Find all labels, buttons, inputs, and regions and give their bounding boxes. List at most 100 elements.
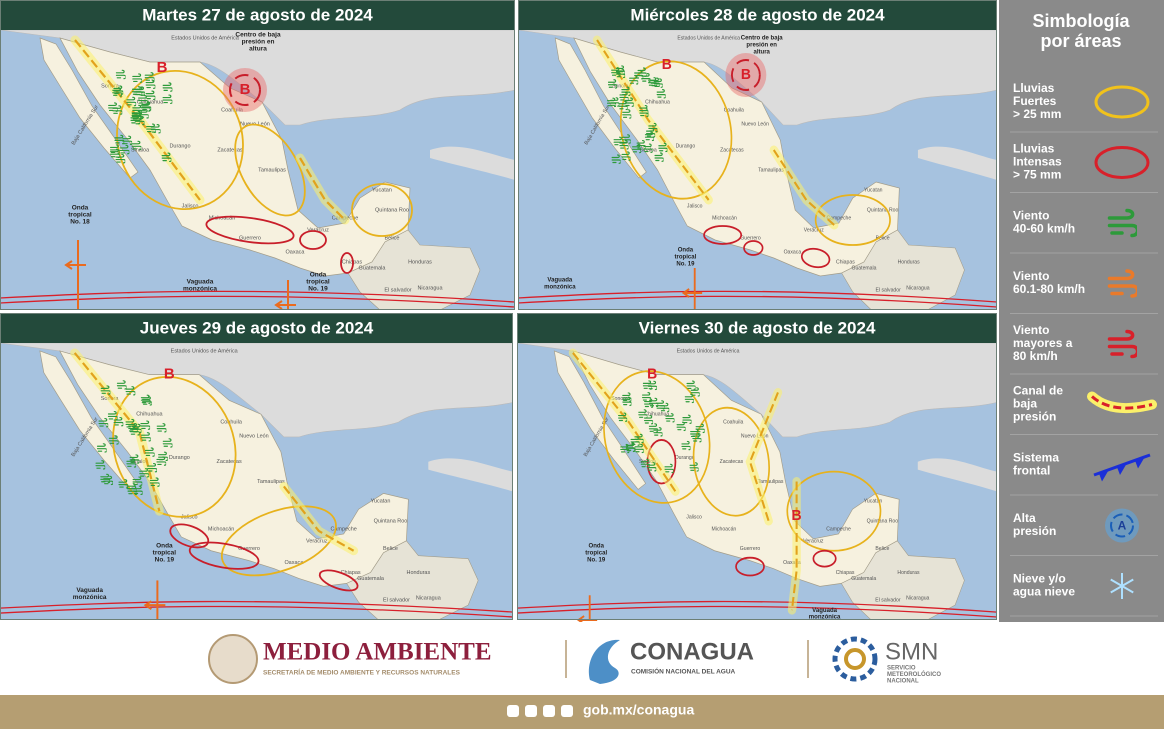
map-label: Chihuahua — [136, 412, 163, 418]
map-label: Guerrero — [740, 235, 760, 241]
map-label: Nicaragua — [417, 285, 443, 291]
map-annotation: Onda — [588, 542, 604, 549]
heavy-rain-area — [116, 69, 244, 211]
map-annotation: altura — [753, 49, 770, 56]
panel-header — [518, 0, 997, 30]
map-label: Michoacán — [712, 526, 737, 532]
legend-label: Alta — [1013, 511, 1036, 525]
map-label: Belice — [385, 235, 400, 241]
social-icon — [525, 705, 537, 717]
conagua-name: CONAGUA — [630, 638, 754, 665]
map-label: Zacatecas — [720, 459, 744, 465]
wave-arrow — [274, 300, 296, 310]
social-icon — [561, 705, 573, 717]
legend-high-symbol: A — [1118, 519, 1127, 533]
map-label: Honduras — [407, 570, 431, 576]
map-label: Jalisco — [182, 203, 199, 209]
map-label: Chiapas — [341, 570, 361, 576]
legend-label: 40-60 km/h — [1013, 222, 1075, 236]
intense-rain-area — [743, 240, 764, 256]
panel-header — [0, 313, 513, 343]
intense-rain-area — [340, 252, 354, 274]
map: Estados Unidos de AméricaSonoraChihuahua… — [0, 343, 514, 620]
smn-subtitle: METEOROLÓGICO — [887, 670, 941, 678]
map-label: Belice — [875, 546, 889, 552]
map-annotation: No. 19 — [676, 261, 695, 268]
map-label: Yucatan — [864, 187, 882, 193]
map-label: Oaxaca — [784, 249, 802, 255]
intense-rain-area — [318, 569, 359, 592]
intense-rain-area — [735, 556, 765, 577]
map-label: El salvador — [383, 598, 410, 604]
legend-label: Lluvias — [1013, 81, 1055, 95]
map-label: Jalisco — [181, 515, 198, 521]
map-label: Chiapas — [836, 570, 855, 576]
intense-rain-area — [205, 215, 295, 245]
intense-rain-area — [800, 247, 831, 269]
map-label: Coahuila — [723, 419, 743, 425]
heavy-rain-area — [692, 406, 770, 517]
map-label: Chiapas — [836, 259, 855, 265]
forecast-panel: Viernes 30 de agosto de 2024 Estados Unid… — [516, 313, 998, 625]
map-annotation: No. 19 — [155, 556, 175, 563]
map-label: Guerrero — [238, 546, 260, 552]
low-pressure-label: B — [157, 59, 168, 76]
panel-title: Jueves 29 de agosto de 2024 — [140, 318, 374, 337]
forecast-panel: Miércoles 28 de agosto de 2024 Estados Un… — [517, 0, 998, 310]
low-pressure-label: B — [164, 367, 175, 383]
map-label: Jalisco — [687, 203, 703, 209]
semarnat-name: MEDIO AMBIENTE — [263, 639, 492, 666]
map-label: Oaxaca — [783, 560, 801, 566]
map-label: Guerrero — [239, 235, 261, 241]
map-annotation: Vaguada — [187, 279, 214, 286]
map-label: Guatemala — [852, 265, 877, 271]
map-label: Tamaulipas — [758, 167, 784, 173]
heavy-rain-area — [814, 194, 891, 246]
map-label: Quintana Roo — [375, 207, 409, 213]
map-label: Nuevo León — [741, 433, 769, 439]
panel-header — [0, 0, 515, 30]
legend-intense-rain — [1094, 146, 1150, 179]
low-pressure-trough — [73, 352, 161, 512]
wave-arrow — [681, 288, 703, 298]
panel-header — [517, 313, 997, 343]
low-pressure-trough — [572, 352, 677, 493]
front-triangle — [1135, 456, 1145, 469]
map-label: Veracruz — [803, 538, 824, 544]
legend-label: > 75 mm — [1013, 168, 1061, 182]
map-label: Nuevo León — [741, 121, 769, 127]
wave-arrow — [143, 600, 166, 610]
map-annotation: Vaguada — [547, 277, 572, 284]
low-pressure-label: B — [741, 67, 751, 84]
footer-url: gob.mx/conagua — [583, 702, 694, 718]
map-annotation: tropical — [585, 549, 607, 556]
legend-label: Intensas — [1013, 155, 1062, 169]
intense-rain-area — [188, 541, 260, 570]
low-pressure-label: B — [647, 366, 657, 382]
map-annotation: Onda — [156, 543, 173, 550]
map: Estados Unidos de AméricaSonoraChihuahua… — [0, 30, 516, 310]
map-label: Nicaragua — [416, 596, 442, 602]
map-label: Sonora — [611, 396, 628, 402]
legend-label: Nieve y/o — [1013, 572, 1066, 586]
map-label: Coahuila — [220, 420, 243, 426]
monsoon-trough — [516, 600, 998, 613]
legend-title: por áreas — [1040, 31, 1121, 51]
map-annotation: tropical — [306, 279, 330, 286]
conagua-emblem — [588, 639, 620, 684]
map-annotation: Onda — [72, 205, 89, 212]
map-annotation: No. 18 — [70, 219, 90, 226]
map-annotation: Onda — [310, 272, 327, 279]
intense-rain-area — [299, 230, 327, 250]
map-label: Estados Unidos de América — [677, 35, 740, 41]
map-label: Honduras — [897, 570, 919, 576]
map-label: Zacatecas — [217, 459, 242, 465]
legend-label: Fuertes — [1013, 94, 1057, 108]
monsoon-trough — [517, 295, 998, 308]
map-label: Guatemala — [357, 576, 385, 582]
legend-label: agua nieve — [1013, 585, 1075, 599]
map-label: Belice — [383, 546, 398, 552]
low-pressure-trough — [748, 392, 779, 522]
map-label: Yucatan — [372, 187, 392, 193]
snowflake-arm — [1110, 578, 1134, 594]
